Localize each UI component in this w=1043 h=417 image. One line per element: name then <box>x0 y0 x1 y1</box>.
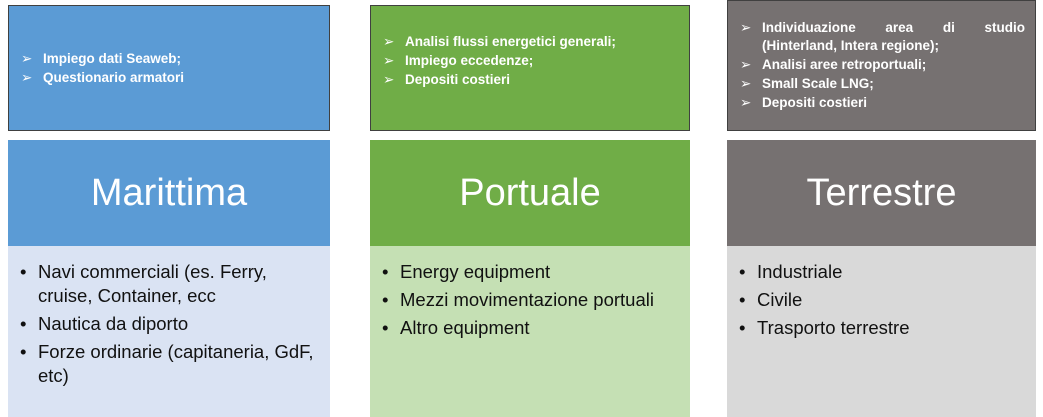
note: Questionario armatori <box>21 69 319 87</box>
items-box: Energy equipment Mezzi movimentazione por… <box>370 246 690 417</box>
item: Forze ordinarie (capitaneria, GdF, etc) <box>18 340 318 388</box>
item: Civile <box>737 288 1024 312</box>
item: Altro equipment <box>380 316 678 340</box>
note: Analisi flussi energetici generali; <box>383 33 679 51</box>
item: Nautica da diporto <box>18 312 318 336</box>
item: Mezzi movimentazione portuali <box>380 288 678 312</box>
column: Impiego dati Seaweb;Questionario armator… <box>8 0 330 417</box>
item: Navi commerciali (es. Ferry, cruise, Con… <box>18 260 318 308</box>
note: Small Scale LNG; <box>740 75 1025 93</box>
notes-box: Analisi flussi energetici generali;Impie… <box>370 5 690 131</box>
items-box: Navi commerciali (es. Ferry, cruise, Con… <box>8 246 330 417</box>
note: Impiego eccedenze; <box>383 52 679 70</box>
note: Analisi aree retroportuali; <box>740 56 1025 74</box>
notes-box: Impiego dati Seaweb;Questionario armator… <box>8 5 330 131</box>
note: Individuazione area di studio (Hinterlan… <box>740 19 1025 55</box>
items-box: Industriale Civile Trasporto terrestre <box>727 246 1036 417</box>
column-title: Terrestre <box>727 140 1036 246</box>
item: Energy equipment <box>380 260 678 284</box>
column-title: Marittima <box>8 140 330 246</box>
item: Industriale <box>737 260 1024 284</box>
column: Analisi flussi energetici generali;Impie… <box>370 0 690 417</box>
item: Trasporto terrestre <box>737 316 1024 340</box>
note: Depositi costieri <box>383 71 679 89</box>
note: Depositi costieri <box>740 94 1025 112</box>
column-title: Portuale <box>370 140 690 246</box>
note: Impiego dati Seaweb; <box>21 50 319 68</box>
notes-box: Individuazione area di studio (Hinterlan… <box>727 0 1036 131</box>
column: Individuazione area di studio (Hinterlan… <box>727 0 1036 417</box>
